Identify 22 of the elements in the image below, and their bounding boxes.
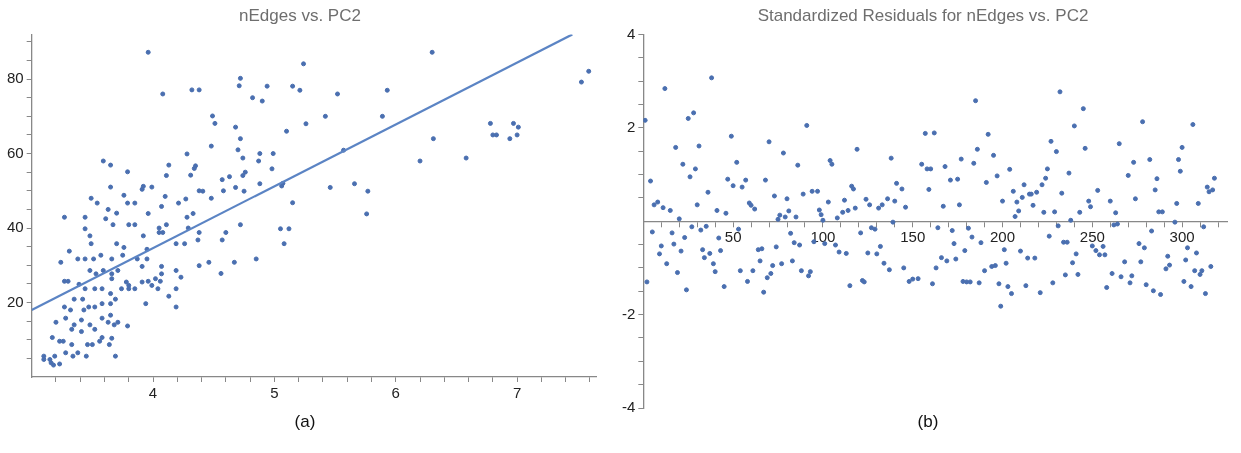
chart-title: Standardized Residuals for nEdges vs. PC2 <box>757 5 1089 25</box>
y-tick-label: -4 <box>621 398 636 416</box>
x-tick-label: 50 <box>724 228 742 246</box>
x-tick-label: 200 <box>990 228 1016 246</box>
x-tick-label: 100 <box>810 228 836 246</box>
text: (b) <box>917 412 939 431</box>
x-tick-label: 5 <box>270 384 279 402</box>
text: (a) <box>293 412 317 432</box>
x-tick-label: 4 <box>148 384 158 402</box>
x-tick-label: 7 <box>512 384 522 402</box>
x-tick-label: 300 <box>1169 228 1195 246</box>
x-tick-label: 150 <box>900 228 926 246</box>
y-tick-label: 80 <box>7 69 24 87</box>
y-tick-label: 60 <box>7 143 24 161</box>
y-tick-label: 4 <box>626 24 636 42</box>
chart-title: nEdges vs. PC2 <box>239 5 361 25</box>
y-tick-label: 2 <box>626 117 636 135</box>
y-tick-label: -2 <box>621 304 636 322</box>
x-tick-label: 6 <box>391 384 400 402</box>
y-tick-label: 20 <box>7 292 24 310</box>
x-tick-label: 250 <box>1079 228 1105 246</box>
y-tick-label: 40 <box>7 218 24 236</box>
